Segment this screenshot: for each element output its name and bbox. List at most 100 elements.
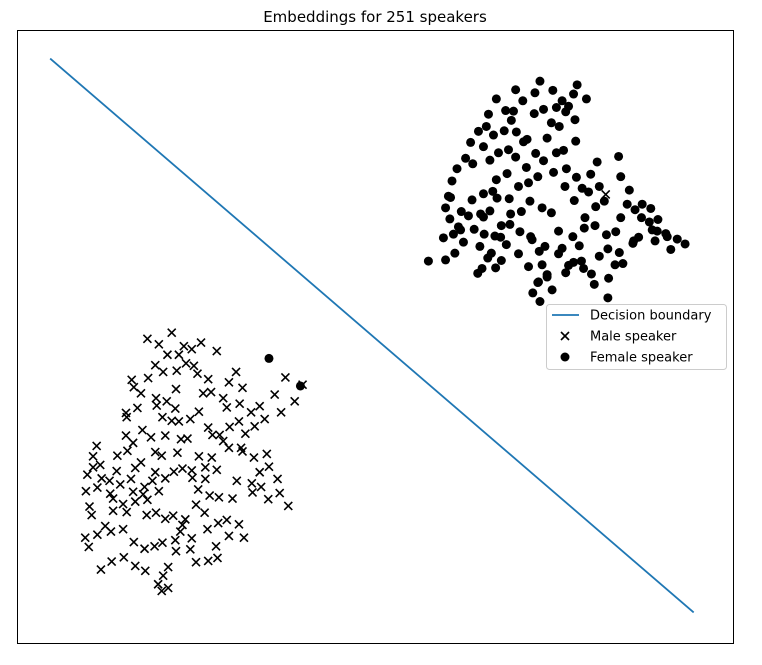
female-speaker-point — [594, 181, 604, 191]
female-speaker-point — [463, 211, 473, 221]
female-speaker-point — [610, 260, 620, 270]
male-speaker-point — [232, 476, 242, 486]
legend-male-swatch — [560, 331, 570, 341]
male-speaker-point — [150, 467, 160, 477]
male-speaker-point — [255, 401, 265, 411]
female-speaker-point — [493, 148, 503, 158]
female-speaker-point — [490, 231, 500, 241]
male-speaker-point — [275, 488, 285, 498]
male-speaker-point — [139, 544, 150, 554]
female-speaker-point — [441, 203, 451, 213]
female-speaker-point — [488, 186, 498, 196]
female-speaker-point — [485, 155, 495, 165]
female-speaker-point — [491, 263, 501, 273]
male-speaker-point — [212, 465, 222, 475]
female-speaker-point — [629, 236, 639, 246]
female-speaker-point — [496, 221, 506, 231]
male-speaker-point — [213, 518, 223, 528]
female-speaker-point — [560, 181, 570, 191]
female-speaker-point — [586, 269, 596, 279]
female-speaker-point — [546, 208, 556, 218]
female-speaker-point — [456, 207, 466, 217]
male-speaker-point — [187, 533, 197, 543]
female-speaker-point — [564, 260, 574, 270]
female-speaker-point — [557, 96, 567, 106]
female-speaker-point — [479, 229, 489, 239]
male-speaker-point — [270, 389, 280, 400]
female-speaker-point — [485, 206, 495, 216]
male-speaker-point — [137, 425, 147, 435]
female-speaker-point — [571, 172, 581, 182]
male-speaker-point — [122, 446, 132, 456]
legend: Decision boundary Male speaker Female sp… — [546, 304, 727, 370]
male-speaker-point — [193, 484, 203, 494]
male-speaker-point — [179, 341, 189, 351]
male-speaker-point — [138, 489, 148, 499]
female-speaker-point — [504, 194, 514, 204]
male-speaker-point — [84, 501, 95, 512]
female-speaker-point — [603, 244, 613, 254]
male-speaker-point — [194, 451, 204, 461]
female-speaker-point — [551, 103, 561, 112]
female-speaker-point — [468, 159, 478, 169]
female-speaker-point — [542, 133, 552, 143]
male-speaker-point — [118, 499, 128, 509]
female-speaker-point — [516, 207, 526, 217]
male-speaker-point — [140, 566, 150, 576]
male-speaker-point — [202, 524, 213, 534]
female-speaker-point — [568, 232, 578, 242]
male-speaker-point — [222, 402, 232, 412]
female-speaker-point — [662, 232, 672, 242]
male-speaker-point — [272, 474, 283, 484]
male-speaker-point — [143, 373, 153, 383]
female-speaker-point — [574, 241, 584, 251]
male-speaker-point — [236, 443, 246, 453]
male-speaker-point — [115, 479, 125, 490]
male-speaker-point — [121, 430, 131, 441]
male-speaker-point — [147, 476, 157, 486]
male-speaker-point — [136, 457, 146, 468]
male-speaker-point — [142, 510, 152, 520]
male-speaker-point — [187, 344, 197, 354]
female-speaker-point — [644, 217, 654, 227]
male-speaker-point — [162, 350, 173, 360]
male-speaker-point — [163, 562, 173, 572]
male-speaker-point — [112, 466, 122, 476]
male-speaker-point — [234, 416, 244, 427]
female-speaker-point — [530, 88, 540, 98]
female-speaker-point — [506, 115, 516, 125]
female-speaker-point — [594, 251, 604, 261]
female-speaker-point — [505, 219, 515, 229]
male-speaker-point — [264, 462, 274, 472]
male-speaker-point — [150, 447, 160, 457]
male-speaker-point — [118, 524, 128, 534]
female-speaker-point — [295, 381, 305, 391]
female-speaker-point — [539, 156, 549, 166]
male-speaker-point — [256, 482, 266, 492]
female-speaker-point — [549, 167, 559, 177]
female-speaker-point — [603, 293, 613, 303]
male-speaker-point — [151, 508, 161, 518]
female-speaker-point — [525, 196, 535, 206]
male-speaker-point — [128, 487, 138, 497]
decision-boundary-line — [49, 57, 695, 614]
female-speaker-point — [508, 106, 518, 116]
female-speaker-point — [501, 240, 511, 250]
male-speaker-point — [152, 400, 162, 411]
male-speaker-point — [211, 541, 221, 551]
male-speaker-point — [225, 422, 235, 432]
male-speaker-point — [170, 404, 180, 414]
female-speaker-point — [636, 213, 646, 223]
male-speaker-point — [172, 448, 183, 458]
female-speaker-point — [616, 172, 626, 182]
male-speaker-point — [250, 421, 260, 431]
male-speaker-point — [203, 556, 213, 566]
male-speaker-point — [235, 399, 245, 409]
male-speaker-point — [246, 407, 256, 417]
female-speaker-point — [511, 152, 521, 162]
male-speaker-point — [222, 515, 232, 525]
male-speaker-point — [171, 546, 181, 556]
points-layer — [80, 76, 690, 596]
male-speaker-point — [122, 507, 132, 517]
